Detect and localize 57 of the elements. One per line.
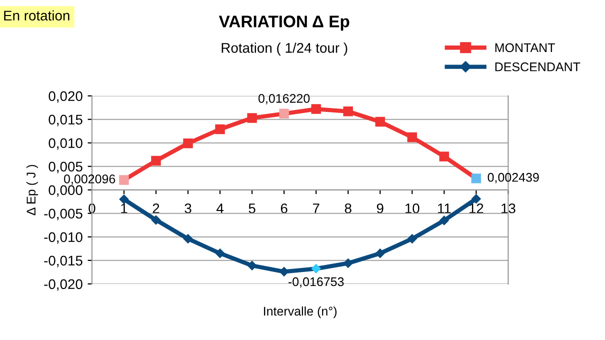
y-tick-label: -0,015 [44,256,82,268]
legend-label: MONTANT [495,43,555,52]
point [375,116,385,127]
y-tick-label: 0,020 [48,91,82,103]
point [343,258,354,268]
point [183,138,193,148]
annotation: 0,016220 [258,94,310,104]
point [183,234,193,244]
x-axis-title: Intervalle (n°) [264,306,337,318]
point [439,216,450,226]
y-tick-label: 0,010 [48,138,82,150]
annotation: 0,002439 [488,172,539,184]
x-tick-label: 4 [216,204,224,214]
point [471,174,482,184]
y-tick-label: 0,000 [48,185,82,197]
point [471,194,482,204]
y-tick-label: 0,015 [48,114,82,126]
x-tick-label: 8 [344,203,352,214]
point [311,104,321,114]
point [311,264,321,274]
point [119,194,129,204]
annotation: -0,016753 [288,277,344,288]
point [215,124,225,134]
y-tick-label: -0,020 [44,279,82,291]
legend-label: DESCENDANT [495,62,580,72]
x-tick-label: 6 [280,203,288,214]
x-tick-label: 1 [121,204,128,214]
y-axis-title: Δ Ep ( J ) [26,164,38,216]
text: En rotation [4,10,70,21]
point [151,156,161,166]
point [407,234,418,244]
x-tick-label: 9 [376,203,384,214]
x-tick-label: 7 [312,204,320,214]
point [151,215,161,225]
y-tick-label: 0,005 [48,162,82,174]
x-tick-label: 2 [152,203,160,214]
point [247,113,257,123]
x-tick-label: 10 [405,203,420,214]
x-tick-label: 13 [502,203,516,214]
point [279,266,289,277]
x-tick-label: 12 [470,203,484,214]
x-tick-label: 11 [438,204,451,214]
point [119,175,129,185]
y-tick-label: -0,005 [44,208,82,220]
point [439,152,450,162]
point [407,132,418,142]
annotation: 0,002096 [64,174,116,185]
chart-title: VARIATION Δ Ep [218,16,350,31]
chart-subtitle: Rotation ( 1/24 tour ) [222,42,348,56]
point [215,248,225,258]
point [247,260,257,270]
point [343,106,353,116]
x-tick-label: 3 [184,203,192,214]
x-tick-label: 5 [248,204,256,214]
point [279,108,289,119]
point [375,248,386,258]
y-tick-label: -0,010 [44,232,82,244]
